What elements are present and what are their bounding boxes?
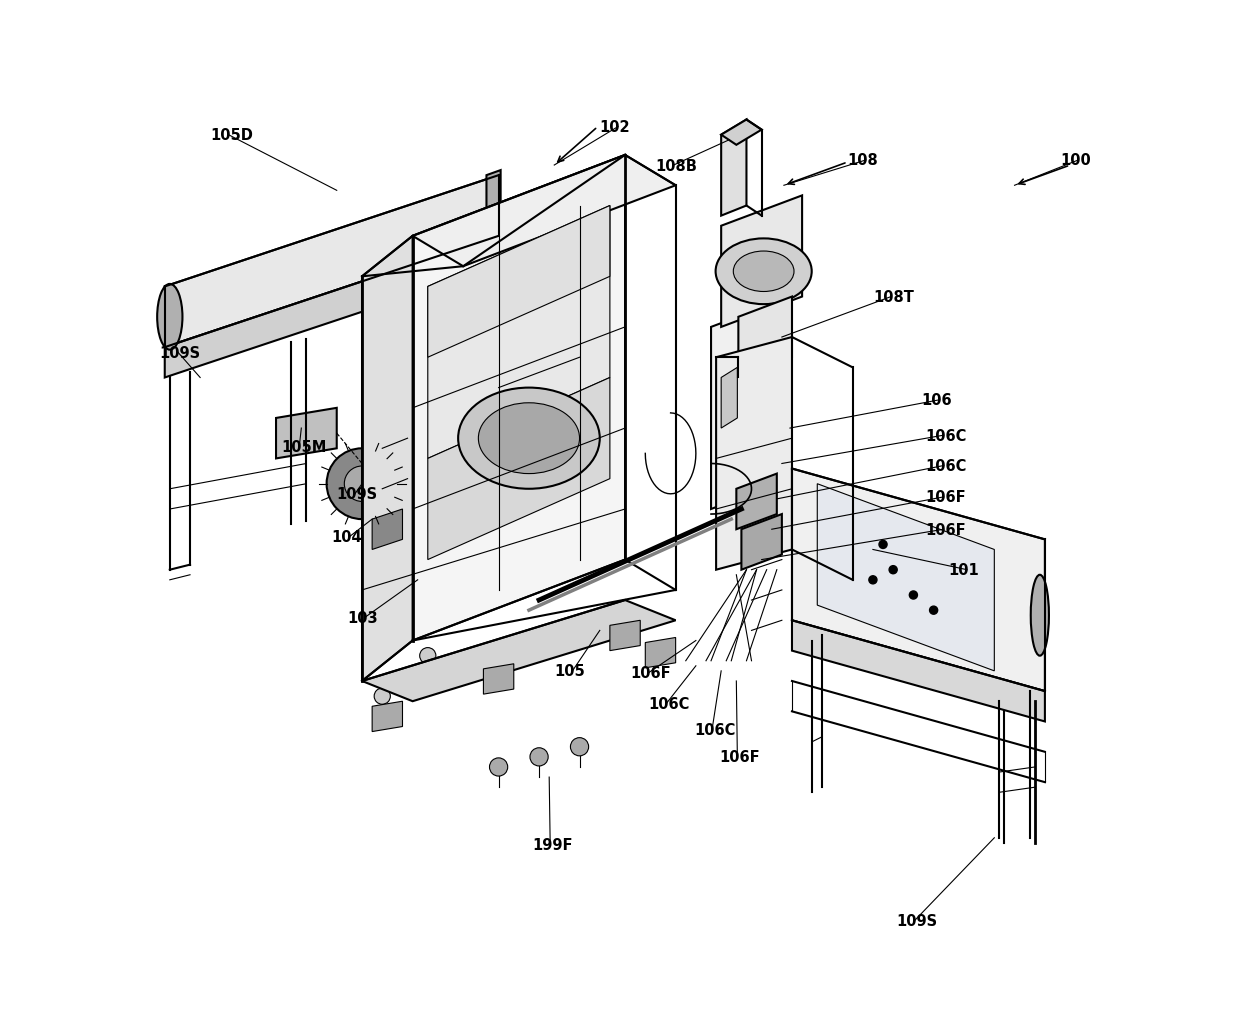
- Polygon shape: [645, 638, 676, 668]
- Polygon shape: [722, 120, 761, 146]
- Text: 199F: 199F: [532, 838, 573, 853]
- Text: 105: 105: [554, 663, 585, 679]
- Text: 104: 104: [331, 529, 362, 544]
- Ellipse shape: [458, 388, 600, 489]
- Text: 102: 102: [600, 120, 630, 135]
- Text: 108T: 108T: [873, 289, 914, 305]
- Polygon shape: [722, 120, 746, 216]
- Polygon shape: [484, 664, 513, 695]
- Circle shape: [879, 541, 887, 549]
- Text: 105M: 105M: [281, 439, 326, 454]
- Polygon shape: [722, 197, 802, 327]
- Polygon shape: [737, 474, 776, 530]
- Circle shape: [419, 648, 436, 664]
- Polygon shape: [792, 621, 1045, 721]
- Circle shape: [570, 738, 589, 756]
- Polygon shape: [428, 206, 610, 358]
- Text: 100: 100: [1060, 153, 1091, 168]
- Circle shape: [529, 748, 548, 766]
- Text: 109S: 109S: [160, 345, 201, 361]
- Circle shape: [587, 618, 603, 634]
- Text: 108: 108: [848, 153, 878, 168]
- Text: 106: 106: [921, 393, 952, 408]
- Ellipse shape: [1030, 575, 1049, 656]
- Ellipse shape: [479, 404, 579, 474]
- Polygon shape: [738, 298, 792, 378]
- Circle shape: [869, 576, 877, 584]
- Text: 109S: 109S: [337, 487, 378, 501]
- Circle shape: [345, 467, 379, 502]
- Circle shape: [374, 689, 391, 704]
- Polygon shape: [277, 409, 337, 459]
- Polygon shape: [792, 469, 1045, 692]
- Polygon shape: [722, 368, 738, 429]
- Polygon shape: [165, 236, 498, 378]
- Text: 106F: 106F: [630, 665, 671, 681]
- Text: 103: 103: [347, 610, 377, 625]
- Polygon shape: [362, 600, 676, 701]
- Text: 106F: 106F: [925, 490, 966, 504]
- Polygon shape: [428, 378, 610, 560]
- Polygon shape: [610, 621, 640, 651]
- Circle shape: [490, 758, 507, 776]
- Polygon shape: [486, 171, 501, 236]
- Polygon shape: [165, 176, 498, 347]
- Circle shape: [889, 567, 898, 574]
- Polygon shape: [372, 701, 403, 732]
- Circle shape: [930, 606, 937, 614]
- Polygon shape: [428, 206, 610, 459]
- Text: 109S: 109S: [897, 913, 937, 928]
- Polygon shape: [717, 337, 792, 571]
- Polygon shape: [742, 515, 782, 571]
- Circle shape: [909, 591, 918, 599]
- Ellipse shape: [157, 284, 182, 351]
- Polygon shape: [817, 484, 994, 672]
- Circle shape: [326, 448, 398, 520]
- Text: 106C: 106C: [925, 428, 967, 443]
- Ellipse shape: [715, 239, 812, 305]
- Text: 106F: 106F: [925, 522, 966, 537]
- Ellipse shape: [733, 252, 794, 292]
- Text: 106C: 106C: [694, 722, 735, 738]
- Polygon shape: [372, 510, 403, 550]
- Polygon shape: [413, 156, 625, 641]
- Circle shape: [552, 633, 568, 649]
- Text: 106C: 106C: [649, 696, 689, 711]
- Text: 101: 101: [949, 562, 980, 578]
- Text: 106C: 106C: [925, 459, 967, 474]
- Text: 106F: 106F: [719, 750, 760, 764]
- Polygon shape: [711, 298, 792, 510]
- Polygon shape: [362, 236, 413, 682]
- Text: 108B: 108B: [656, 158, 697, 173]
- Polygon shape: [413, 156, 676, 267]
- Text: 105D: 105D: [211, 128, 253, 143]
